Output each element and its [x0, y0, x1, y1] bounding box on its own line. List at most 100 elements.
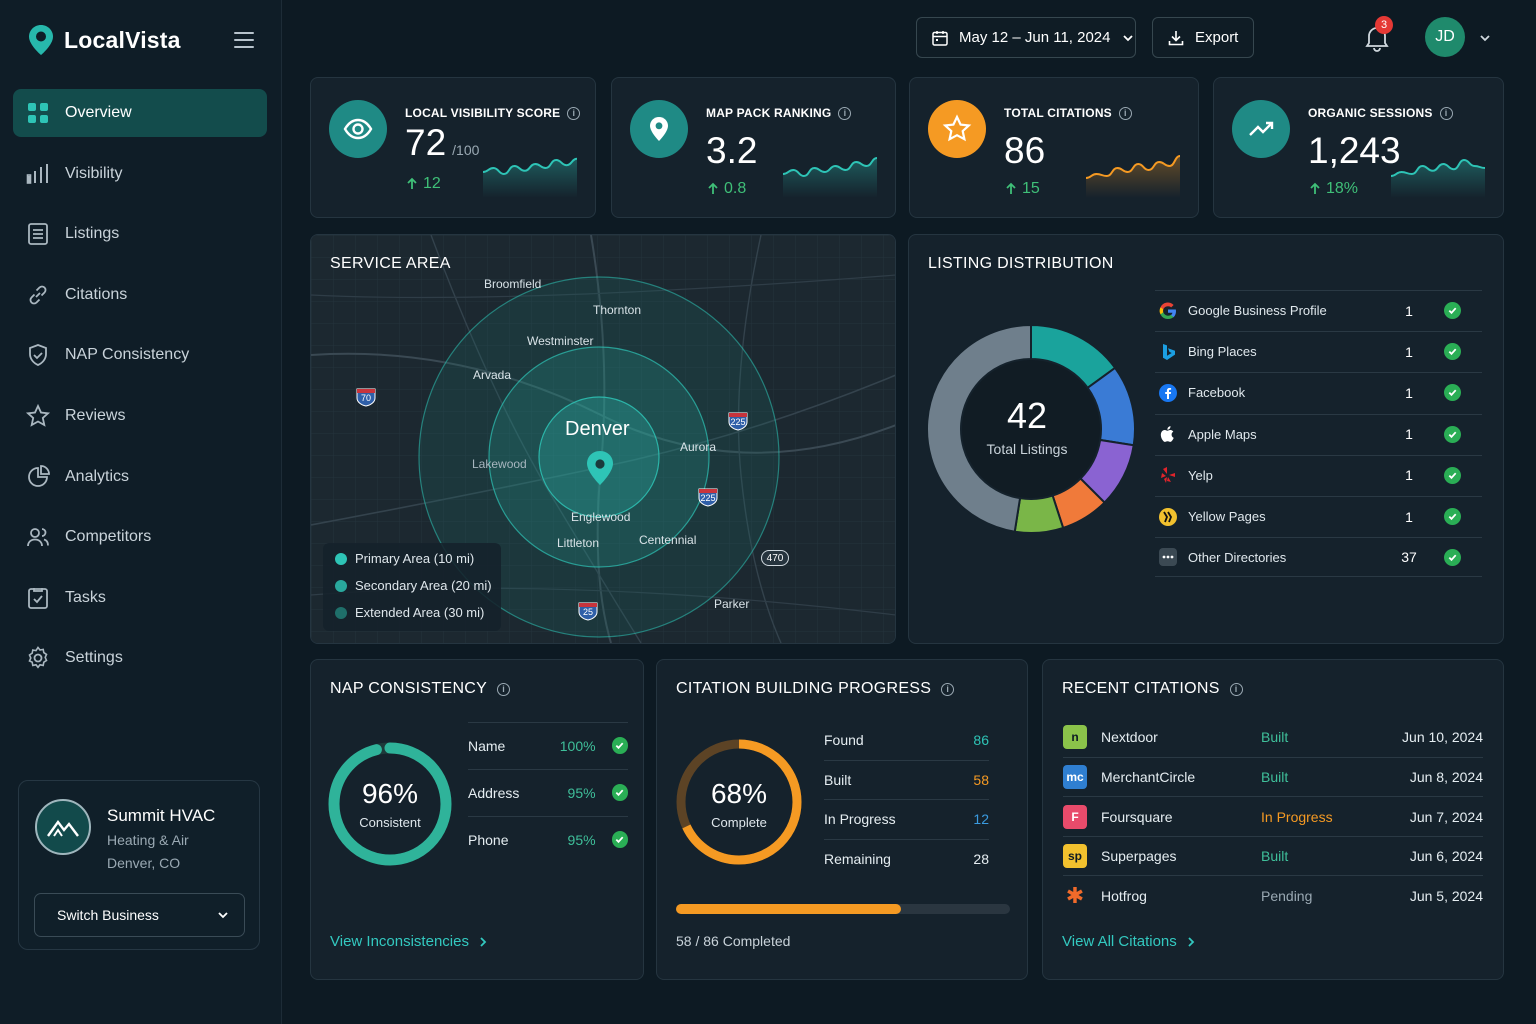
kpi-sparkline	[482, 157, 578, 198]
info-icon[interactable]: i	[497, 682, 511, 696]
recent-citations-title-row: RECENT CITATIONS i	[1062, 680, 1243, 698]
recent-citations-card: RECENT CITATIONS i n Nextdoor Built Jun 10, …	[1042, 659, 1504, 980]
pie-chart-icon	[28, 464, 50, 487]
kpi-label-row: TOTAL CITATIONS i	[1004, 106, 1132, 120]
kpi-delta-row: 15	[1004, 180, 1040, 198]
citation-progress-card: CITATION BUILDING PROGRESS i 68% Complete…	[656, 659, 1028, 980]
info-icon[interactable]: i	[567, 106, 581, 120]
yellow-pages-icon	[1157, 506, 1179, 528]
citation-stat-value: 12	[973, 811, 989, 827]
date-range-picker[interactable]: May 12 – Jun 11, 2024	[916, 17, 1136, 58]
kpi-value: 1,243	[1308, 130, 1401, 171]
kpi-delta-row: 0.8	[706, 180, 746, 198]
app-logo[interactable]: LocalVista	[28, 24, 181, 56]
listing-donut-chart	[926, 323, 1136, 534]
sidebar-item-label: Visibility	[65, 164, 123, 182]
view-inconsistencies-link[interactable]: View Inconsistencies	[330, 933, 487, 950]
listing-count: 37	[1401, 549, 1417, 566]
business-name: Summit HVAC	[107, 806, 216, 825]
sparkline-line	[482, 157, 578, 176]
info-icon[interactable]: i	[941, 682, 955, 696]
citation-name: Superpages	[1101, 848, 1177, 864]
map-place-label: Westminster	[527, 334, 594, 348]
citation-row-merchantcircle[interactable]: mc MerchantCircle Built Jun 8, 2024	[1063, 756, 1483, 797]
citation-row-superpages[interactable]: sp Superpages Built Jun 6, 2024	[1063, 835, 1483, 876]
bar-chart-icon	[26, 163, 48, 184]
sidebar-item-listings[interactable]: Listings	[13, 210, 267, 258]
sidebar-item-settings[interactable]: Settings	[13, 634, 267, 682]
citation-row-hotfrog[interactable]: ✱ Hotfrog Pending Jun 5, 2024	[1063, 875, 1483, 915]
kpi-card-organic-sessions[interactable]: ORGANIC SESSIONS i 1,243 18%	[1213, 77, 1504, 218]
chevron-down-icon[interactable]	[1478, 31, 1492, 45]
citation-sub-label: Complete	[711, 815, 767, 830]
kpi-sparkline	[1085, 155, 1181, 198]
listing-row-google-business-profile[interactable]: Google Business Profile 1	[1155, 290, 1482, 330]
listing-name: Bing Places	[1188, 344, 1257, 360]
sidebar-item-overview[interactable]: Overview	[13, 89, 267, 137]
kpi-label: TOTAL CITATIONS	[1004, 106, 1112, 120]
highway-oval-label: 470	[761, 550, 789, 566]
service-area-map[interactable]: Broomfield Thornton Westminster Arvada L…	[311, 235, 895, 643]
nap-row-value: 100%	[559, 737, 596, 754]
kpi-label: LOCAL VISIBILITY SCORE	[405, 106, 561, 120]
legend-label: Primary Area (10 mi)	[355, 551, 475, 566]
sidebar-item-tasks[interactable]: Tasks	[13, 574, 267, 622]
sidebar-item-analytics[interactable]: Analytics	[13, 453, 267, 501]
kpi-sparkline	[782, 157, 878, 198]
listing-row-other-directories[interactable]: Other Directories 37	[1155, 537, 1482, 578]
kpi-card-total-citations[interactable]: TOTAL CITATIONS i 86 15	[909, 77, 1199, 218]
citation-date: Jun 10, 2024	[1402, 729, 1483, 745]
switch-business-button[interactable]: Switch Business	[34, 893, 245, 937]
citation-row-foursquare[interactable]: F Foursquare In Progress Jun 7, 2024	[1063, 796, 1483, 836]
user-avatar[interactable]: JD	[1425, 17, 1465, 57]
citation-status: Built	[1261, 729, 1289, 745]
citation-name: Foursquare	[1101, 808, 1173, 825]
kpi-delta: 18%	[1326, 180, 1359, 197]
foursquare-icon: F	[1063, 804, 1087, 829]
sidebar-item-label: Settings	[65, 649, 123, 667]
menu-toggle-icon[interactable]	[234, 32, 254, 48]
legend-label: Extended Area (30 mi)	[355, 605, 485, 620]
check-circle-icon	[1444, 302, 1461, 319]
listing-row-yelp[interactable]: Yelp 1	[1155, 454, 1482, 495]
kpi-card-map-pack-ranking[interactable]: MAP PACK RANKING i 3.2 0.8	[611, 77, 896, 218]
sidebar-item-visibility[interactable]: Visibility	[13, 150, 267, 198]
date-range-label: May 12 – Jun 11, 2024	[959, 29, 1111, 46]
info-icon[interactable]: i	[838, 106, 852, 120]
sidebar-item-reviews[interactable]: Reviews	[13, 392, 267, 440]
chevron-down-icon	[1122, 34, 1133, 41]
kpi-card-local-visibility-score[interactable]: LOCAL VISIBILITY SCORE i 72/100 12	[310, 77, 596, 218]
listing-row-yellow-pages[interactable]: Yellow Pages 1	[1155, 496, 1482, 536]
citation-row-nextdoor[interactable]: n Nextdoor Built Jun 10, 2024	[1063, 717, 1483, 757]
kpi-delta-row: 12	[405, 175, 441, 193]
info-icon[interactable]: i	[1439, 106, 1453, 120]
nap-consistency-card: NAP CONSISTENCY i 96% Consistent Name 100%…	[310, 659, 644, 980]
citation-stat-label: In Progress	[824, 811, 896, 827]
sidebar-item-citations[interactable]: Citations	[13, 271, 267, 319]
map-place-label: Aurora	[680, 440, 717, 454]
info-icon[interactable]: i	[1118, 106, 1132, 120]
total-listings-value: 42	[1006, 395, 1048, 436]
kpi-icon-badge	[329, 100, 387, 158]
view-all-citations-link[interactable]: View All Citations	[1062, 933, 1195, 950]
listing-distribution-card: LISTING DISTRIBUTION 42 Total Listings G…	[908, 234, 1504, 644]
sidebar-item-competitors[interactable]: Competitors	[13, 513, 267, 561]
listing-row-bing-places[interactable]: Bing Places 1	[1155, 331, 1482, 371]
clipboard-check-icon	[28, 587, 48, 609]
listing-count: 1	[1405, 508, 1413, 525]
business-location: Denver, CO	[107, 855, 181, 871]
google-icon	[1157, 300, 1179, 322]
listing-count: 1	[1405, 426, 1413, 443]
highway-shield-icon: 70	[355, 387, 377, 412]
listing-row-facebook[interactable]: Facebook 1	[1155, 372, 1482, 412]
donut-slice-other-directories[interactable]	[926, 323, 1032, 533]
listing-row-apple-maps[interactable]: Apple Maps 1	[1155, 413, 1482, 454]
citation-name: MerchantCircle	[1101, 769, 1196, 785]
export-button[interactable]: Export	[1152, 17, 1254, 58]
citation-stat-value: 86	[973, 731, 989, 748]
info-icon[interactable]: i	[1229, 682, 1243, 696]
sidebar-item-nap-consistency[interactable]: NAP Consistency	[13, 331, 267, 379]
sidebar-item-label: Analytics	[65, 467, 130, 485]
sidebar-item-label: NAP Consistency	[65, 346, 190, 364]
nap-percent: 96%	[361, 778, 419, 809]
